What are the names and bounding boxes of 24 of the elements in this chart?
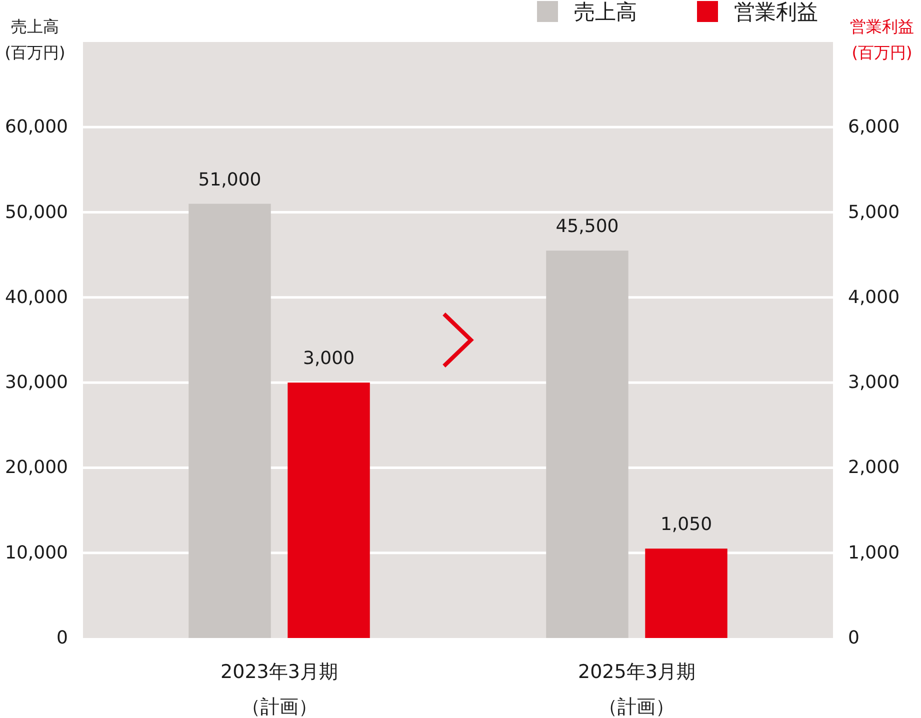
y-tick-label: 20,000 <box>5 457 68 478</box>
y2-tick-label: 3,000 <box>848 372 900 394</box>
data-label: 1,050 <box>660 514 712 536</box>
y-tick-label: 60,000 <box>5 116 68 138</box>
y2-tick-label: 2,000 <box>848 457 900 478</box>
y-axis-title: 売上高 (百万円) <box>4 16 66 62</box>
legend-label: 営業利益 <box>734 0 818 24</box>
y-tick-label: 40,000 <box>5 286 68 308</box>
y-tick-label: 50,000 <box>5 202 68 223</box>
data-label: 51,000 <box>198 169 262 190</box>
y-tick-label: 0 <box>56 628 68 648</box>
data-label: 45,500 <box>556 216 619 238</box>
y2-tick-label: 5,000 <box>848 202 900 223</box>
y2-tick-label: 1,000 <box>848 542 900 564</box>
data-label: 3,000 <box>303 348 355 370</box>
y2-axis-title: 営業利益 (百万円) <box>850 16 914 62</box>
x-tick-label: 2025年3月期（計画） <box>578 661 696 718</box>
legend-label: 売上高 <box>574 0 637 24</box>
y2-tick-label: 6,000 <box>848 116 900 138</box>
x-tick-label: 2023年3月期（計画） <box>220 661 338 718</box>
y-tick-label: 30,000 <box>5 372 68 394</box>
y2-tick-label: 0 <box>848 628 860 648</box>
y2-tick-label: 4,000 <box>848 286 900 308</box>
y-tick-label: 10,000 <box>5 542 68 564</box>
